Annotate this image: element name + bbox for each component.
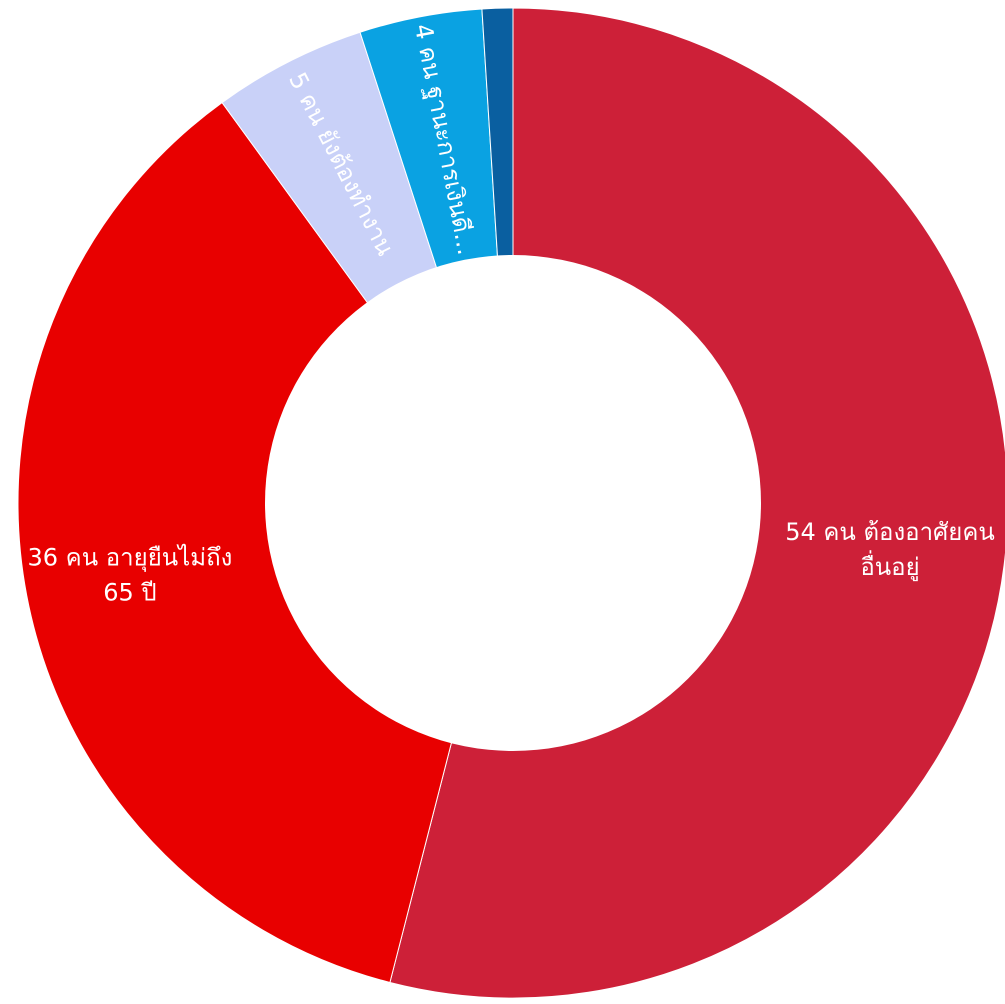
pie-slice-2 [17, 101, 514, 984]
slice-label-2: 36 คน อายุยืนไม่ถึง 65 ปี [27, 544, 232, 607]
slice-label-1: 54 คน ต้องอาศัยคนอื่นอยู่ [785, 518, 995, 582]
donut-hole [265, 255, 761, 751]
